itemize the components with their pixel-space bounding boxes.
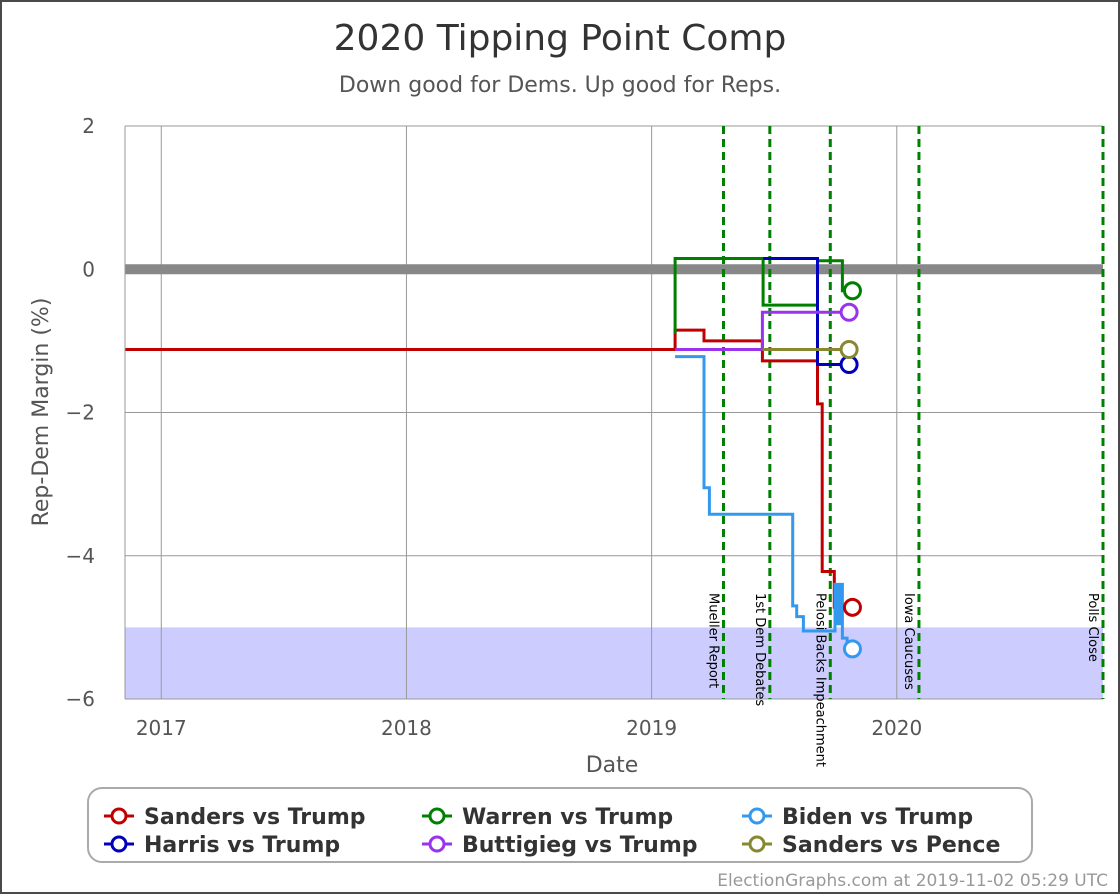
y-tick-label: 2 [82,114,95,138]
legend: Sanders vs Trump Warren vs Trump Biden vs … [104,805,1000,858]
chart-title: 2020 Tipping Point Comp [334,18,787,59]
legend-label: Sanders vs Pence [782,833,1000,858]
plot-area: 2 0 −2 −4 −6 2017 2018 2019 2020 Mueller Report 1s… [66,114,1105,767]
legend-label: Biden vs Trump [782,805,973,830]
legend-swatch-marker [110,807,128,825]
legend-swatch-marker [748,807,766,825]
chart-subtitle: Down good for Dems. Up good for Reps. [339,73,781,98]
y-tick-label: −6 [66,687,95,711]
event-label: 1st Dem Debates [752,593,767,706]
series-end-marker [842,281,862,301]
legend-swatch-marker [748,835,766,853]
x-tick-label: 2019 [626,716,677,740]
series-line [675,355,853,651]
y-tick-label: −4 [66,544,95,568]
series-end-marker [839,339,859,359]
event-label: Iowa Caucuses [901,593,916,690]
x-axis-label: Date [586,753,639,778]
legend-label: Sanders vs Trump [144,805,366,830]
series-line [125,328,853,609]
tie-band [125,264,1103,275]
x-tick-label: 2017 [136,716,187,740]
legend-swatch-marker [428,835,446,853]
event-label: Mueller Report [705,593,720,688]
x-tick-label: 2020 [871,716,922,740]
legend-box [87,787,1033,863]
x-tick-label: 2018 [381,716,432,740]
event-label: Pelosi Backs Impeachment [812,593,827,767]
legend-label: Buttigieg vs Trump [462,833,698,858]
footer-credit: ElectionGraphs.com at 2019-11-02 05:29 U… [717,871,1108,891]
legend-label: Warren vs Trump [462,805,673,830]
y-tick-label: 0 [82,257,95,281]
legend-label: Harris vs Trump [144,833,340,858]
y-axis-label: Rep-Dem Margin (%) [29,298,54,527]
series-end-marker [842,639,862,659]
series-end-marker [839,302,859,322]
event-label: Polls Close [1085,593,1100,662]
legend-swatch-marker [110,835,128,853]
series-line [675,310,850,351]
legend-swatch-marker [428,807,446,825]
shaded-region [125,627,1103,699]
series-end-marker [842,597,862,617]
y-tick-label: −2 [66,401,95,425]
